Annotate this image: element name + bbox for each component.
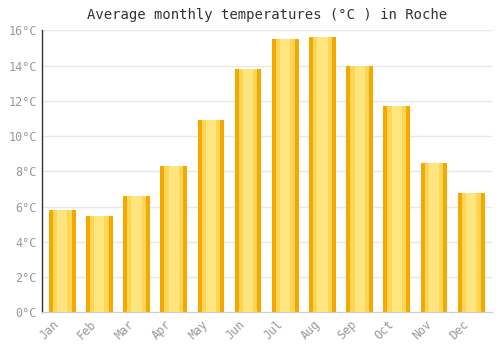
Bar bbox=[318, 37, 328, 313]
Bar bbox=[57, 210, 67, 313]
Bar bbox=[346, 66, 373, 313]
Bar bbox=[123, 196, 150, 313]
Bar bbox=[462, 193, 480, 313]
Bar bbox=[53, 210, 72, 313]
Bar bbox=[429, 163, 439, 313]
Bar bbox=[276, 39, 294, 313]
Bar bbox=[392, 106, 402, 313]
Bar bbox=[198, 120, 224, 313]
Bar bbox=[168, 166, 179, 313]
Bar bbox=[132, 196, 141, 313]
Bar bbox=[458, 193, 484, 313]
Bar bbox=[384, 106, 410, 313]
Bar bbox=[86, 216, 113, 313]
Bar bbox=[94, 216, 104, 313]
Bar bbox=[420, 163, 448, 313]
Bar bbox=[388, 106, 406, 313]
Bar bbox=[280, 39, 290, 313]
Bar bbox=[350, 66, 369, 313]
Bar bbox=[238, 69, 258, 313]
Bar bbox=[127, 196, 146, 313]
Bar bbox=[272, 39, 298, 313]
Bar bbox=[424, 163, 444, 313]
Bar bbox=[243, 69, 253, 313]
Bar bbox=[466, 193, 476, 313]
Bar bbox=[49, 210, 76, 313]
Bar bbox=[160, 166, 187, 313]
Bar bbox=[309, 37, 336, 313]
Bar bbox=[234, 69, 262, 313]
Bar bbox=[90, 216, 108, 313]
Bar bbox=[313, 37, 332, 313]
Bar bbox=[206, 120, 216, 313]
Bar bbox=[354, 66, 364, 313]
Bar bbox=[164, 166, 183, 313]
Title: Average monthly temperatures (°C ) in Roche: Average monthly temperatures (°C ) in Ro… bbox=[86, 8, 446, 22]
Bar bbox=[202, 120, 220, 313]
